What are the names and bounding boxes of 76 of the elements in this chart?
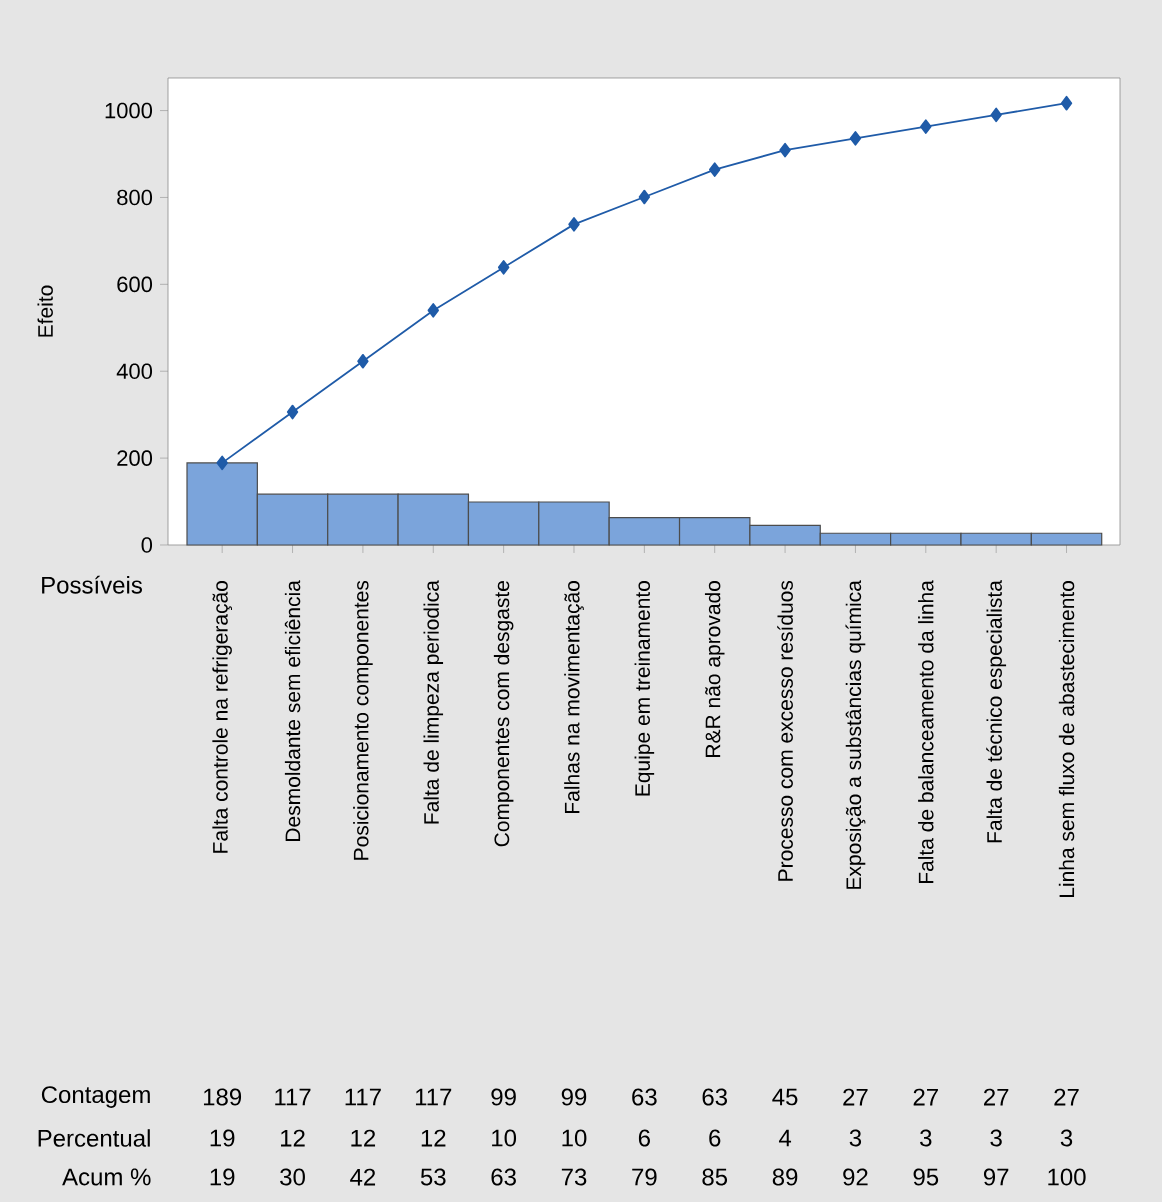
data-label: 27 — [984, 1088, 1009, 1106]
text: 73 — [561, 1168, 587, 1186]
text: 3 — [849, 1129, 862, 1147]
x-tick-label: Falhas na movimentação — [564, 581, 584, 813]
text: 10 — [562, 1129, 587, 1147]
text: 100 — [1048, 1168, 1086, 1186]
text: Acum % — [62, 1168, 151, 1186]
y-tick-label: 600 — [117, 276, 153, 293]
text: 19 — [210, 1168, 235, 1186]
text: 42 — [350, 1168, 376, 1186]
text: Percentual — [38, 1129, 150, 1147]
text: 12 — [281, 1129, 305, 1147]
point — [427, 303, 439, 318]
x-tick-label: Exposição a substâncias química — [845, 580, 866, 889]
point — [216, 455, 228, 471]
data-label: 117 — [275, 1088, 311, 1106]
data-label: 117 — [345, 1088, 381, 1106]
text: 6 — [709, 1129, 721, 1147]
point — [709, 162, 721, 177]
x-tick-label: Componentes com desgaste — [493, 581, 514, 847]
y-tick-label: 1000 — [105, 102, 153, 119]
x-tick-label: Falta de balanceamento da linha — [918, 580, 934, 884]
text: 3 — [1060, 1129, 1073, 1147]
y-tick-label: 0 — [141, 537, 153, 553]
point — [990, 107, 1002, 123]
text: 12 — [421, 1129, 446, 1147]
x-tick-label: Processo com excesso resíduos — [777, 580, 793, 881]
x-tick-label: Falta controle na refrigeração — [212, 581, 233, 853]
x-tick-label: Falta de limpeza periodica — [423, 580, 444, 824]
data-label: 117 — [415, 1088, 452, 1106]
text: 85 — [702, 1168, 728, 1186]
point — [1060, 95, 1073, 111]
point — [779, 142, 791, 158]
point — [849, 131, 862, 146]
point — [568, 217, 580, 232]
x-tick-label: Falta de técnico especialista — [986, 580, 1007, 843]
text: 10 — [492, 1129, 517, 1147]
data-label: 27 — [1054, 1088, 1079, 1106]
data-label: 99 — [561, 1088, 587, 1106]
point — [497, 260, 510, 275]
y-tick-label: 400 — [116, 363, 153, 380]
text: 79 — [632, 1168, 657, 1186]
data-label: 99 — [491, 1088, 516, 1106]
text: 53 — [420, 1168, 446, 1186]
text: 3 — [920, 1129, 932, 1147]
x-tick-label: Posicionamento componentes — [353, 580, 373, 860]
data-label: 27 — [843, 1088, 868, 1106]
text: 6 — [638, 1129, 650, 1147]
text: 19 — [210, 1129, 235, 1147]
text: 92 — [843, 1168, 868, 1186]
point — [638, 189, 651, 205]
text: 97 — [983, 1168, 1009, 1186]
x-tick-label: Desmoldante sem eficiência — [284, 580, 301, 841]
text: 89 — [772, 1168, 798, 1186]
text: Contagem — [41, 1086, 150, 1108]
point — [357, 353, 369, 369]
data-label: 27 — [913, 1088, 938, 1106]
data-label: 45 — [772, 1088, 798, 1106]
text: 95 — [913, 1168, 939, 1186]
text: 4 — [778, 1129, 792, 1147]
text: 63 — [491, 1168, 516, 1186]
y-tick-label: 800 — [117, 189, 153, 206]
data-label: 189 — [203, 1088, 242, 1106]
text: 3 — [990, 1129, 1002, 1147]
text: 12 — [351, 1129, 376, 1147]
y-axis-title: Efeito — [37, 285, 53, 337]
text: 30 — [280, 1168, 305, 1186]
data-label: 63 — [632, 1088, 657, 1106]
x-axis-title: Possíveis — [42, 575, 142, 594]
x-tick-label: R&R não aprovado — [704, 581, 725, 757]
x-tick-label: Linha sem fluxo de abastecimento — [1058, 581, 1075, 898]
y-tick-label: 200 — [117, 450, 153, 466]
point — [920, 119, 932, 134]
data-label: 63 — [702, 1088, 728, 1106]
x-tick-label: Equipe em treinamento — [634, 581, 655, 796]
point — [286, 404, 299, 420]
